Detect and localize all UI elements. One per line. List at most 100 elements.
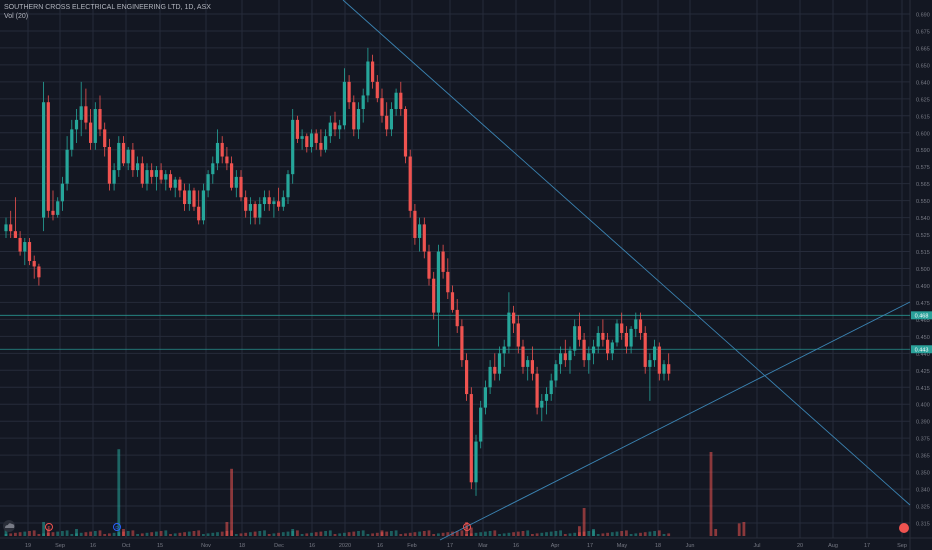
candle-body xyxy=(568,350,572,361)
candle-body xyxy=(418,224,422,238)
candle-body xyxy=(93,109,97,143)
candle-body xyxy=(469,394,473,483)
volume-bar xyxy=(493,530,497,536)
volume-bar xyxy=(145,532,149,536)
volume-bar xyxy=(535,533,539,536)
volume-bar xyxy=(187,531,191,536)
volume-bar xyxy=(65,530,69,536)
candle-body xyxy=(653,346,657,361)
volume-bar xyxy=(173,533,177,536)
volume-bar xyxy=(634,533,638,536)
candle-body xyxy=(314,133,318,143)
candle-body xyxy=(408,156,412,211)
volume-bar xyxy=(643,532,647,536)
volume-bar xyxy=(521,531,525,536)
candle-body xyxy=(267,197,271,205)
x-tick-label: Feb xyxy=(407,543,416,549)
candle-body xyxy=(211,163,215,175)
y-tick-label: 0.640 xyxy=(916,80,930,86)
candle-body xyxy=(74,119,79,130)
volume-bar xyxy=(653,531,656,536)
earnings-marker-icon xyxy=(45,523,53,531)
y-tick-label: 0.515 xyxy=(916,250,930,256)
candle-body xyxy=(634,319,638,329)
volume-bar xyxy=(610,532,614,536)
volume-bar xyxy=(267,534,271,536)
volume-bar xyxy=(657,530,661,536)
candle-body xyxy=(70,129,74,150)
price-line-label-box xyxy=(911,311,932,320)
volume-bar xyxy=(272,533,276,536)
candle-body xyxy=(324,136,328,150)
volume-bar xyxy=(479,532,483,536)
candle-body xyxy=(587,353,591,361)
candle-body xyxy=(483,387,487,408)
volume-bar xyxy=(620,531,624,536)
volume-bar xyxy=(42,522,45,536)
x-tick-label: 18 xyxy=(239,543,245,549)
y-tick-label: 0.625 xyxy=(916,97,930,103)
volume-bar xyxy=(28,531,31,536)
trendline-descending xyxy=(342,0,911,506)
candle-body xyxy=(300,136,304,139)
candle-body xyxy=(347,81,351,103)
volume-bar xyxy=(98,530,102,536)
volume-bar xyxy=(465,522,468,536)
candle-body xyxy=(248,204,252,211)
candle-body xyxy=(361,95,365,110)
volume-bar xyxy=(155,531,158,536)
earnings-marker-icon xyxy=(463,523,471,531)
earnings-marker-label: E xyxy=(47,525,50,530)
y-tick-label: 0.675 xyxy=(916,29,930,35)
volume-bar xyxy=(319,531,323,536)
candle-body xyxy=(136,163,140,171)
candle-body xyxy=(201,190,205,221)
candle-body xyxy=(606,339,610,354)
candle-body xyxy=(432,278,436,313)
candle-body xyxy=(107,147,111,184)
volume-indicator-label[interactable]: Vol (20) xyxy=(4,13,29,20)
volume-bar xyxy=(192,531,196,536)
candle-body xyxy=(183,190,187,205)
volume-bar xyxy=(639,532,642,536)
volume-bar xyxy=(554,531,558,536)
candle-body xyxy=(441,251,445,272)
candle-body xyxy=(60,183,64,202)
volume-bar xyxy=(18,532,22,536)
volume-bar xyxy=(446,532,450,536)
candle-body xyxy=(615,323,619,343)
candle-body xyxy=(507,312,511,347)
volume-bar xyxy=(357,531,360,536)
volume-bar xyxy=(328,530,332,536)
y-tick-label: 0.375 xyxy=(916,437,930,443)
volume-bar xyxy=(202,534,205,536)
volume-bar xyxy=(296,530,299,536)
candle-body xyxy=(563,353,567,361)
candle-body xyxy=(422,224,426,252)
y-tick-label: 0.315 xyxy=(916,522,930,528)
volume-bar xyxy=(573,532,577,536)
candle-body xyxy=(286,174,290,198)
earnings-marker-label: E xyxy=(465,525,468,530)
cloud-icon-shape xyxy=(5,523,15,528)
volume-bar xyxy=(502,533,506,536)
candle-body xyxy=(549,380,553,395)
volume-bar xyxy=(366,534,370,536)
volume-bar xyxy=(159,531,163,536)
volume-bar xyxy=(437,533,440,536)
candle-body xyxy=(516,323,520,347)
volume-bar xyxy=(413,532,417,536)
volume-bar xyxy=(206,533,210,536)
y-tick-label: 0.550 xyxy=(916,199,930,205)
volume-bar xyxy=(615,531,619,536)
volume-bar xyxy=(122,529,125,536)
volume-bar xyxy=(220,531,224,536)
volume-bar xyxy=(559,530,562,536)
x-tick-label: Jul xyxy=(753,543,760,549)
candle-body xyxy=(455,309,459,327)
candle-body xyxy=(272,201,276,205)
trendline-ascending xyxy=(439,301,911,541)
candle-body xyxy=(13,231,17,238)
